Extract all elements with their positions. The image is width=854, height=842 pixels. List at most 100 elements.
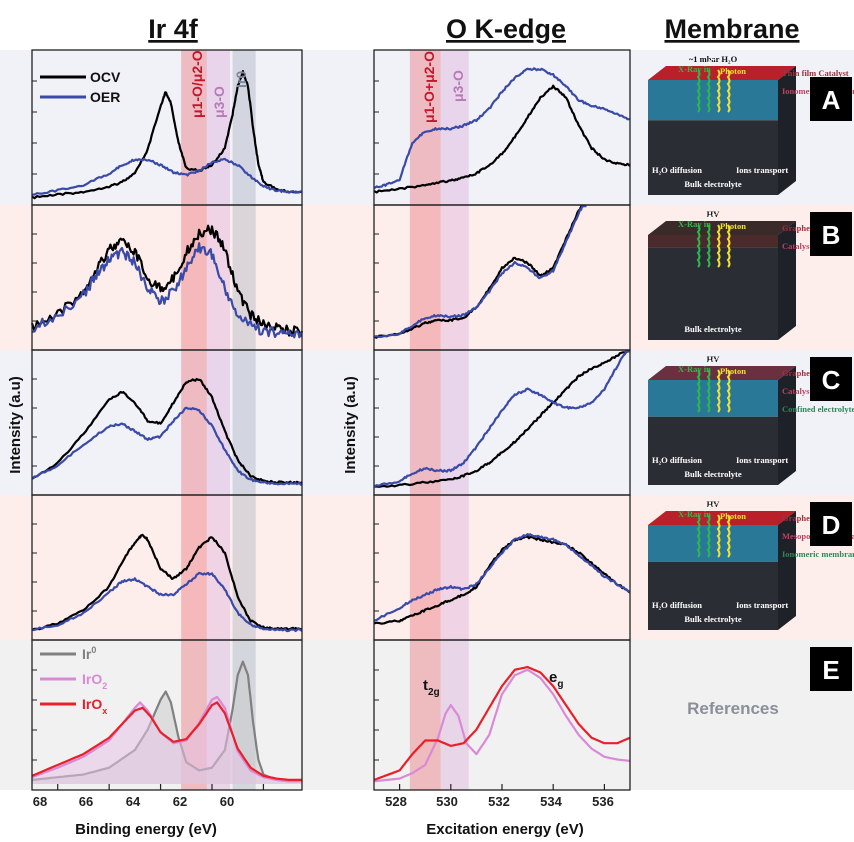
ir-4f-D-OER-line xyxy=(31,571,303,633)
o-xlabel: Excitation energy (eV) xyxy=(426,821,584,838)
ir-4f-B-OER-line xyxy=(31,242,303,339)
membrane-top-label-A: ~1 mbar H₂O xyxy=(689,54,738,64)
ir-x-ticklabels: 68 66 64 62 60 xyxy=(33,794,234,809)
ir-tick-64: 64 xyxy=(126,794,141,809)
panel-letter-box-B xyxy=(810,212,852,256)
legend-references: Ir0 IrO2 IrOx xyxy=(40,645,107,716)
beam xyxy=(726,69,731,113)
legend-ir0-label: Ir0 xyxy=(82,645,96,662)
membrane-diagram-C: HVX-Ray ine⁻Photon Graphene Catalyst Confin… xyxy=(648,354,854,485)
membrane-layer xyxy=(648,235,778,248)
membrane-title: Membrane xyxy=(664,14,799,44)
t2g-annotation: t2g xyxy=(423,677,440,698)
o-tick-532: 532 xyxy=(488,794,510,809)
ir-tick-60: 60 xyxy=(220,794,234,809)
membrane-layer xyxy=(648,380,778,417)
o-k-edge-B-OER-line xyxy=(373,204,587,338)
beam xyxy=(696,369,701,413)
ir-band-labels: μ1-O/μ2-O μ3-O Ir0 xyxy=(189,50,249,118)
membrane-bulk xyxy=(648,247,778,340)
ir-4f-A-OER-line xyxy=(31,157,303,196)
panel-letter-box-A xyxy=(810,77,852,121)
o-k-edge-E-IrOx-line xyxy=(373,665,631,781)
photon-label: Photon xyxy=(720,366,746,376)
side-label: Graphene xyxy=(782,368,819,378)
membrane-side-face xyxy=(778,511,796,630)
eg-annotation: eg xyxy=(549,669,563,690)
band-label-mu3: μ3-O xyxy=(211,86,227,118)
band-label-mu1-mu2: μ1-O/μ2-O xyxy=(189,50,205,118)
beam xyxy=(706,369,711,413)
legend-oer-label: OER xyxy=(90,89,120,105)
side-label: Graphene xyxy=(782,223,819,233)
beam xyxy=(696,514,701,558)
o-tick-528: 528 xyxy=(385,794,407,809)
electron-label: e⁻ xyxy=(708,211,717,221)
band-label-o-mu3: μ3-O xyxy=(450,70,466,102)
xray-label: X-Ray in xyxy=(678,509,711,519)
side-label: Confined electrolyte xyxy=(782,404,854,414)
band-label-mu1-plus-mu2: μ1-O+μ2-O xyxy=(421,51,437,123)
membrane-side-face xyxy=(778,221,796,340)
beam xyxy=(696,224,701,268)
beam xyxy=(716,514,721,558)
bulk-label: Bulk electrolyte xyxy=(684,614,741,624)
beam xyxy=(706,224,711,268)
ir-4f-D-OCV-line xyxy=(31,533,302,631)
panel-frames xyxy=(31,49,631,791)
o-band-1 xyxy=(440,50,469,790)
references-label: References xyxy=(687,699,779,718)
legend-irox-label: IrOx xyxy=(82,696,107,716)
legend-ocv-label: OCV xyxy=(90,69,121,85)
transport-label: Ions transport xyxy=(736,165,788,175)
xray-label: X-Ray in xyxy=(678,364,711,374)
o-x-ticklabels: 528 530 532 534 536 xyxy=(385,794,614,809)
membrane-bulk xyxy=(648,561,778,630)
ir-tick-68: 68 xyxy=(33,794,47,809)
ir-4f-E-IrO2-fill xyxy=(32,697,302,784)
beam xyxy=(716,369,721,413)
beam xyxy=(706,514,711,558)
panel-letter-box-D xyxy=(810,502,852,546)
ir-tick-66: 66 xyxy=(79,794,93,809)
beam xyxy=(716,69,721,113)
membrane-layer xyxy=(648,80,778,121)
electron-label: e⁻ xyxy=(708,501,717,511)
o-tick-534: 534 xyxy=(540,794,562,809)
membrane-top-label-B: HV xyxy=(707,209,721,219)
ir-tick-62: 62 xyxy=(173,794,187,809)
membrane-side-face xyxy=(778,66,796,195)
membrane-top-face xyxy=(648,221,796,235)
o-band-0 xyxy=(409,50,441,790)
legend-top: OCV OER xyxy=(40,69,121,105)
panel-letter-box-E xyxy=(810,647,852,691)
o-k-edge-D-OCV-line xyxy=(373,535,631,625)
diffusion-label: H₂O diffusion xyxy=(652,165,702,175)
membrane-top-label-C: HV xyxy=(707,354,721,364)
ir-4f-C-OER-line xyxy=(31,406,302,486)
beam xyxy=(726,514,731,558)
ir-xlabel: Binding energy (eV) xyxy=(75,821,217,838)
o-k-edge-A-OCV-line xyxy=(373,84,631,194)
ir-4f-B-OCV-line xyxy=(30,224,304,337)
photon-label: Photon xyxy=(720,511,746,521)
energy-bands xyxy=(181,50,469,790)
o-k-edge-A-OER-line xyxy=(374,67,631,189)
ir-ylabel: Intensity (a.u) xyxy=(7,376,24,474)
bulk-label: Bulk electrolyte xyxy=(684,324,741,334)
photon-label: Photon xyxy=(720,221,746,231)
bulk-label: Bulk electrolyte xyxy=(684,179,741,189)
ir-frame-E xyxy=(31,639,303,791)
beam xyxy=(726,224,731,268)
membrane-top-face xyxy=(648,366,796,380)
panel-letter-box-C xyxy=(810,357,852,401)
o-ylabel: Intensity (a.u) xyxy=(342,376,359,474)
beam xyxy=(696,69,701,113)
ir-4f-E-IrO2-line xyxy=(31,695,302,783)
o-kedge-title: O K-edge xyxy=(446,14,566,44)
side-label: Ionomeric membrane xyxy=(782,549,854,559)
membrane-bulk xyxy=(648,416,778,485)
